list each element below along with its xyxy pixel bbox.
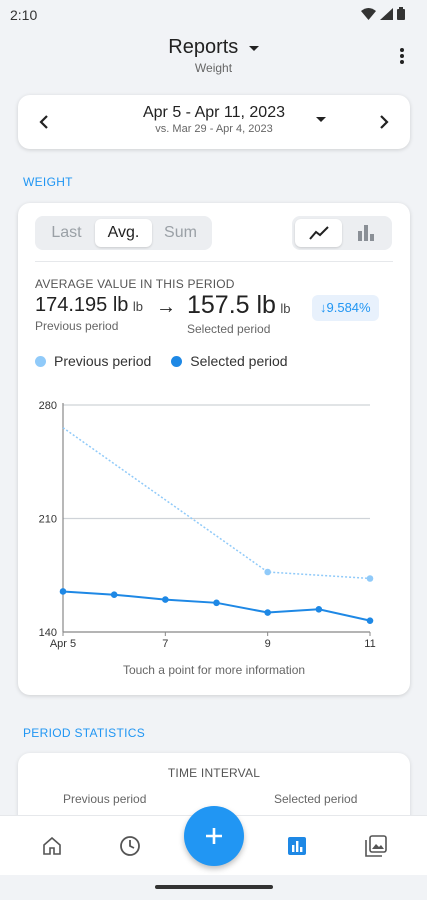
nav-reports[interactable]	[284, 833, 310, 859]
average-value-label: AVERAGE VALUE IN THIS PERIOD	[35, 277, 235, 291]
wifi-icon	[361, 7, 376, 20]
period-selector-card: Apr 5 - Apr 11, 2023 vs. Mar 29 - Apr 4,…	[18, 95, 410, 149]
more-options-icon[interactable]	[397, 46, 407, 68]
stats-previous-label: Previous period	[63, 792, 147, 806]
page-title: Reports	[168, 36, 239, 58]
chevron-down-icon	[248, 45, 259, 51]
y-tick-label: 280	[39, 400, 57, 412]
x-tick-label: 11	[364, 638, 375, 650]
previous-value: 174.195 lb	[35, 294, 129, 316]
weight-card: Last Avg. Sum AVERAGE VALUE IN THIS PERI…	[18, 203, 410, 695]
segment-sum[interactable]: Sum	[164, 224, 197, 241]
period-range: Apr 5 - Apr 11, 2023	[142, 104, 285, 121]
section-label-period-statistics: PERIOD STATISTICS	[23, 726, 146, 740]
divider	[35, 261, 393, 262]
gallery-icon	[365, 835, 387, 857]
bar-chart-icon	[288, 837, 306, 855]
segment-avg[interactable]: Avg.	[95, 219, 152, 247]
selected-value: 157.5 lb	[187, 291, 276, 319]
chevron-left-icon	[39, 115, 48, 129]
add-entry-button[interactable]	[184, 806, 244, 866]
stats-selected-label: Selected period	[274, 792, 358, 806]
next-period-button[interactable]	[372, 110, 396, 134]
legend-dot-previous	[35, 355, 46, 367]
previous-unit: lb	[132, 299, 143, 314]
data-point-selected	[59, 588, 67, 595]
chart-type-segmented-control	[292, 216, 392, 250]
x-tick-label: 7	[162, 638, 168, 650]
nav-gallery[interactable]	[363, 833, 389, 859]
previous-average: 174.195 lb lb Previous period	[35, 294, 143, 333]
data-point-selected	[110, 591, 118, 599]
page-subtitle: Weight	[194, 61, 233, 75]
chart-hint: Touch a point for more information	[122, 663, 306, 677]
y-tick-label: 140	[39, 627, 57, 639]
data-point-selected	[315, 606, 323, 613]
report-type-selector[interactable]: Reports Weight	[0, 36, 427, 75]
period-range-selector[interactable]: Apr 5 - Apr 11, 2023 vs. Mar 29 - Apr 4,…	[18, 104, 410, 135]
status-bar: 2:10	[0, 0, 427, 30]
bar-chart-toggle[interactable]	[342, 219, 389, 247]
arrow-right-icon: →	[156, 296, 176, 318]
change-badge: ↓9.584%	[312, 295, 379, 321]
data-point-previous	[366, 575, 374, 582]
signal-icon	[380, 7, 393, 20]
y-tick-label: 210	[39, 514, 57, 526]
x-tick-label: Apr 5	[50, 638, 76, 650]
previous-period-button[interactable]	[32, 110, 56, 134]
legend-label-previous: Previous period	[54, 353, 152, 369]
aggregation-segmented-control: Last Avg. Sum	[35, 216, 212, 250]
previous-caption: Previous period	[35, 319, 119, 333]
segment-last[interactable]: Last	[51, 224, 82, 241]
comparison-range: vs. Mar 29 - Apr 4, 2023	[155, 123, 273, 135]
legend-selected: Selected period	[171, 353, 288, 369]
weight-line-chart[interactable]: 140 210 280 Apr 5 7 9 11	[18, 393, 410, 653]
status-icons	[361, 7, 405, 20]
selected-average: 157.5 lb lb Selected period	[187, 291, 291, 336]
chart-legend: Previous period Selected period	[35, 353, 308, 369]
nav-history[interactable]	[117, 833, 143, 859]
data-point-selected	[162, 596, 169, 603]
gesture-bar	[155, 885, 273, 889]
plus-icon	[206, 828, 222, 844]
time-interval-label: TIME INTERVAL	[167, 766, 261, 780]
selected-unit: lb	[280, 301, 291, 316]
x-tick-label: 9	[265, 638, 271, 650]
home-icon	[43, 837, 61, 855]
nav-home[interactable]	[39, 833, 65, 859]
battery-icon	[397, 7, 405, 20]
data-point-selected	[366, 617, 374, 624]
section-label-weight: WEIGHT	[23, 175, 73, 189]
line-chart-icon	[308, 226, 329, 240]
chevron-down-icon	[316, 117, 326, 122]
app-header: Reports Weight	[0, 36, 427, 86]
series-line-previous	[62, 427, 371, 580]
status-time: 2:10	[10, 7, 38, 23]
line-chart-toggle[interactable]	[295, 219, 342, 247]
legend-previous: Previous period	[35, 353, 151, 369]
selected-caption: Selected period	[187, 322, 271, 336]
data-point-previous	[264, 568, 271, 576]
bar-chart-icon	[357, 225, 374, 241]
data-point-selected	[264, 609, 271, 616]
clock-icon	[120, 836, 140, 856]
legend-dot-selected	[171, 355, 183, 367]
data-point-selected	[213, 599, 220, 607]
legend-label-selected: Selected period	[190, 353, 288, 369]
chevron-right-icon	[380, 115, 389, 129]
